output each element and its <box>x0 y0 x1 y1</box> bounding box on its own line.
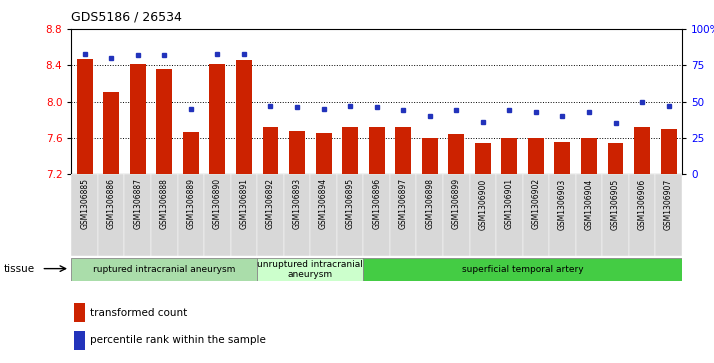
Text: GSM1306896: GSM1306896 <box>372 178 381 229</box>
Text: GSM1306886: GSM1306886 <box>106 178 116 229</box>
Bar <box>156 69 172 174</box>
Text: ruptured intracranial aneurysm: ruptured intracranial aneurysm <box>93 265 236 274</box>
Bar <box>74 303 86 322</box>
Bar <box>448 134 464 174</box>
Bar <box>470 174 496 256</box>
Bar <box>390 174 416 256</box>
Text: GSM1306887: GSM1306887 <box>134 178 142 229</box>
Bar <box>257 174 283 256</box>
Bar <box>602 174 629 256</box>
Bar <box>342 127 358 174</box>
Bar <box>363 258 682 281</box>
Text: GSM1306885: GSM1306885 <box>80 178 89 229</box>
Bar <box>549 174 575 256</box>
Bar <box>655 174 682 256</box>
Text: GDS5186 / 26534: GDS5186 / 26534 <box>71 11 182 24</box>
Bar <box>608 143 623 174</box>
Bar <box>581 138 597 174</box>
Bar <box>496 174 523 256</box>
Bar <box>130 64 146 174</box>
Bar <box>231 174 257 256</box>
Bar <box>204 174 231 256</box>
Text: unruptured intracranial
aneurysm: unruptured intracranial aneurysm <box>257 260 363 279</box>
Bar <box>71 258 257 281</box>
Bar <box>124 174 151 256</box>
Text: GSM1306904: GSM1306904 <box>585 178 593 229</box>
Bar <box>575 174 602 256</box>
Bar <box>475 143 491 174</box>
Bar <box>629 174 655 256</box>
Bar <box>98 174 124 256</box>
Bar <box>183 132 198 174</box>
Bar <box>528 138 544 174</box>
Bar <box>74 331 86 350</box>
Bar <box>501 138 518 174</box>
Text: GSM1306900: GSM1306900 <box>478 178 487 229</box>
Text: superficial temporal artery: superficial temporal artery <box>462 265 583 274</box>
Bar <box>337 174 363 256</box>
Bar <box>178 174 204 256</box>
Text: GSM1306903: GSM1306903 <box>558 178 567 229</box>
Bar <box>443 174 470 256</box>
Bar <box>236 60 252 174</box>
Text: GSM1306899: GSM1306899 <box>452 178 461 229</box>
Bar <box>422 138 438 174</box>
Bar <box>263 127 278 174</box>
Text: GSM1306889: GSM1306889 <box>186 178 196 229</box>
Bar <box>209 64 226 174</box>
Text: GSM1306894: GSM1306894 <box>319 178 328 229</box>
Bar <box>283 174 311 256</box>
Text: GSM1306895: GSM1306895 <box>346 178 355 229</box>
Bar <box>363 174 390 256</box>
Bar <box>416 174 443 256</box>
Text: GSM1306902: GSM1306902 <box>531 178 540 229</box>
Text: GSM1306897: GSM1306897 <box>398 178 408 229</box>
Bar <box>289 131 305 174</box>
Bar <box>311 174 337 256</box>
Text: GSM1306907: GSM1306907 <box>664 178 673 229</box>
Bar <box>257 258 363 281</box>
Bar <box>396 127 411 174</box>
Text: GSM1306901: GSM1306901 <box>505 178 514 229</box>
Text: transformed count: transformed count <box>90 307 187 318</box>
Bar <box>71 174 98 256</box>
Bar <box>523 174 549 256</box>
Text: tissue: tissue <box>4 264 35 274</box>
Text: GSM1306905: GSM1306905 <box>611 178 620 229</box>
Bar <box>151 174 178 256</box>
Text: GSM1306888: GSM1306888 <box>160 178 169 229</box>
Bar <box>660 129 677 174</box>
Bar <box>316 133 331 174</box>
Bar <box>76 59 93 174</box>
Bar <box>368 127 385 174</box>
Text: GSM1306890: GSM1306890 <box>213 178 222 229</box>
Text: GSM1306893: GSM1306893 <box>293 178 301 229</box>
Text: GSM1306898: GSM1306898 <box>426 178 434 229</box>
Bar <box>104 92 119 174</box>
Bar <box>634 127 650 174</box>
Text: GSM1306906: GSM1306906 <box>638 178 647 229</box>
Text: GSM1306891: GSM1306891 <box>239 178 248 229</box>
Text: percentile rank within the sample: percentile rank within the sample <box>90 335 266 345</box>
Bar <box>555 142 570 174</box>
Text: GSM1306892: GSM1306892 <box>266 178 275 229</box>
